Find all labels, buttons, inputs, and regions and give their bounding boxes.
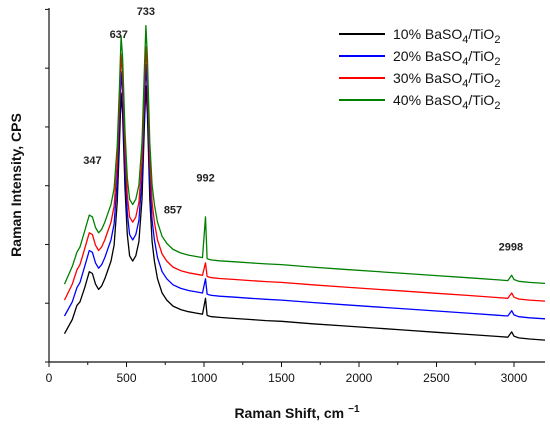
x-tick-label-4: 2000 [346,371,373,385]
annotations-layer: 347 637 733 857 992 2998 [83,6,523,253]
y-axis-title: Raman Intensity, CPS [8,113,24,257]
x-axis-title-text: Raman Shift, cm [234,405,344,421]
x-tick-label-1: 500 [116,371,136,385]
legend-label-part: 2 [494,78,500,90]
legend-label-part: 4 [462,100,468,112]
legend-label-part: 2 [494,100,500,112]
legend-label-part: /TiO [468,26,494,42]
series-layer [63,25,546,341]
legend-label-part: 2 [494,34,500,46]
x-axis-title-sup: −1 [348,404,360,415]
legend-label-1: 10% BaSO4/TiO2 [393,26,500,46]
series-line-3 [63,46,546,302]
x-tick-label-2: 1000 [191,371,218,385]
x-tick-label-3: 1500 [268,371,295,385]
legend-label-part: 2 [494,56,500,68]
legend-label-4: 40% BaSO4/TiO2 [393,92,500,112]
peak-label-857: 857 [164,204,182,216]
legend-label-part: 20% BaSO [393,48,462,64]
peak-label-347: 347 [83,155,101,167]
legend-label-part: 40% BaSO [393,92,462,108]
peak-label-733: 733 [137,6,155,18]
x-axis-title: Raman Shift, cm −1 [234,404,360,421]
peak-label-637: 637 [110,29,128,41]
peak-label-2998: 2998 [499,241,523,253]
legend-label-part: 4 [462,56,468,68]
x-tick-label-0: 0 [46,371,53,385]
legend-label-part: 10% BaSO [393,26,462,42]
legend-label-part: 30% BaSO [393,70,462,86]
series-line-2 [63,63,546,320]
x-tick-label-6: 3000 [501,371,528,385]
legend-label-part: /TiO [468,70,494,86]
legend-label-2: 20% BaSO4/TiO2 [393,48,500,68]
legend-label-part: 4 [462,78,468,90]
ticks-layer: 0 500 1000 1500 2000 2500 3000 [45,8,528,385]
legend-label-part: 4 [462,34,468,46]
legend-label-part: /TiO [468,92,494,108]
series-line-1 [63,85,546,341]
series-line-4 [63,25,546,285]
legend-label-part: /TiO [468,48,494,64]
peak-label-992: 992 [196,172,214,184]
legend-label-3: 30% BaSO4/TiO2 [393,70,500,90]
x-tick-label-5: 2500 [423,371,450,385]
